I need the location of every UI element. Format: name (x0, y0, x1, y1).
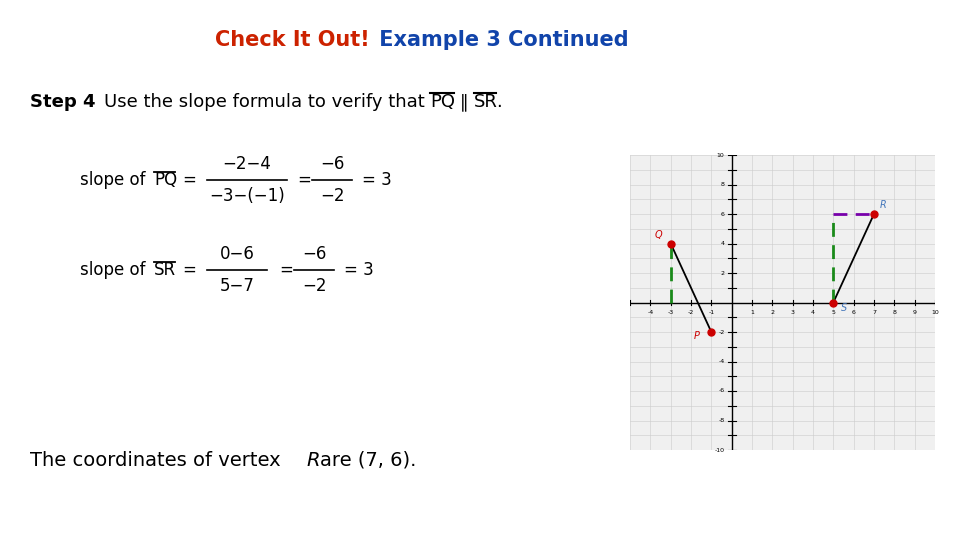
Text: PQ: PQ (430, 93, 455, 111)
Text: 8: 8 (893, 310, 897, 315)
Text: -2: -2 (718, 329, 725, 334)
Text: = 3: = 3 (362, 171, 392, 189)
Text: =: = (182, 261, 196, 279)
Text: 3: 3 (791, 310, 795, 315)
Text: 4: 4 (721, 241, 725, 246)
Text: -3: -3 (667, 310, 674, 315)
Text: 4: 4 (811, 310, 815, 315)
Text: Step 4: Step 4 (30, 93, 95, 111)
Text: 6: 6 (721, 212, 725, 217)
Text: −6: −6 (301, 245, 326, 263)
Text: P: P (694, 332, 700, 341)
Text: Example 3 Continued: Example 3 Continued (372, 30, 629, 50)
Text: 7: 7 (872, 310, 876, 315)
Text: −6: −6 (320, 155, 345, 173)
Text: −2: −2 (301, 277, 326, 295)
Text: Check It Out!: Check It Out! (215, 30, 370, 50)
Text: -4: -4 (718, 359, 725, 364)
Text: =: = (182, 171, 196, 189)
Text: 5: 5 (831, 310, 835, 315)
Text: 6: 6 (852, 310, 855, 315)
Text: 2: 2 (770, 310, 775, 315)
Text: The coordinates of vertex: The coordinates of vertex (30, 450, 280, 469)
Text: are (7, 6).: are (7, 6). (320, 450, 417, 469)
Text: =: = (279, 261, 293, 279)
Text: SR: SR (154, 261, 176, 279)
Text: 1: 1 (750, 310, 754, 315)
Text: Use the slope formula to verify that: Use the slope formula to verify that (104, 93, 424, 111)
Text: -4: -4 (647, 310, 654, 315)
Text: = 3: = 3 (344, 261, 373, 279)
Text: -10: -10 (714, 448, 725, 453)
Text: R: R (880, 200, 887, 210)
Text: slope of: slope of (80, 261, 146, 279)
Text: 10: 10 (931, 310, 939, 315)
Text: .: . (496, 93, 502, 111)
Text: −3−(−1): −3−(−1) (209, 187, 285, 205)
Text: 2: 2 (721, 271, 725, 275)
Text: −2: −2 (320, 187, 345, 205)
Text: SR: SR (474, 93, 498, 111)
Text: Q: Q (655, 230, 662, 240)
Text: 0−6: 0−6 (220, 245, 254, 263)
Text: -1: -1 (708, 310, 714, 315)
Text: 5−7: 5−7 (220, 277, 254, 295)
Text: -6: -6 (718, 388, 725, 394)
Text: R: R (306, 450, 320, 469)
Text: −2−4: −2−4 (223, 155, 272, 173)
Text: 10: 10 (717, 152, 725, 158)
Text: PQ: PQ (154, 171, 178, 189)
Text: -8: -8 (718, 418, 725, 423)
Text: S: S (840, 303, 847, 313)
Text: 9: 9 (913, 310, 917, 315)
Text: slope of: slope of (80, 171, 146, 189)
Text: -2: -2 (688, 310, 694, 315)
Text: =: = (297, 171, 311, 189)
Text: 8: 8 (721, 182, 725, 187)
Text: ∥: ∥ (454, 93, 474, 111)
